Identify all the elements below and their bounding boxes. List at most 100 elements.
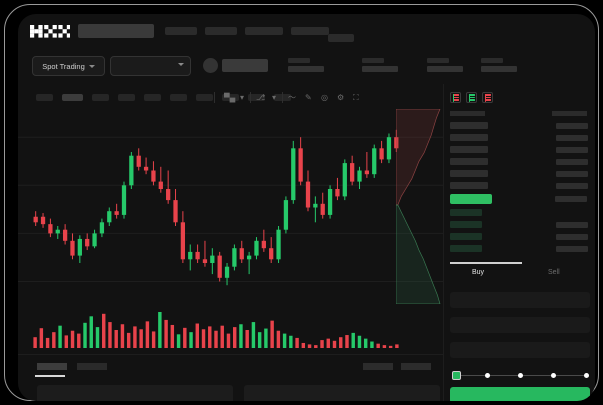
candle-body [276,229,281,260]
timeframe-chip-8[interactable] [248,94,265,101]
timeframe-chip-7[interactable] [222,94,239,101]
settings-icon[interactable]: ⚙ [337,93,345,102]
chart-type-icon[interactable]: ▀▄ [224,93,236,102]
timeframe-chip-3[interactable] [118,94,135,101]
orderbook-ask-row[interactable] [444,134,595,141]
volume-bar [139,329,143,348]
orders-action-1[interactable] [401,363,431,370]
ticker-stat-label [481,58,503,63]
volume-bar [158,312,162,348]
candlestick-series [33,129,399,286]
timeframe-chip-5[interactable] [170,94,187,101]
chevron-down-icon [178,63,184,66]
volume-bar [83,322,87,348]
amount-slider[interactable] [452,371,589,380]
candle-body [254,240,259,256]
orderbook-ask-row[interactable] [444,182,595,189]
indicators-icon[interactable]: ⎇ [256,93,266,102]
orderbook-both-icon[interactable] [450,92,461,103]
nav-item-2[interactable] [205,27,237,35]
tab-open-orders[interactable] [37,363,67,370]
order-form-tabs: Buy Sell [444,262,595,284]
volume-bar [295,337,299,348]
candle-body [298,148,303,182]
orderbook-price [450,134,488,141]
ticker-bar: Spot Trading [18,52,595,84]
pencil-icon[interactable]: ✎ [305,93,312,102]
volume-bar [195,323,200,348]
candle-body [313,203,318,208]
order-book-panel: Buy Sell [443,84,595,401]
fullscreen-icon[interactable]: ⛶ [353,93,359,102]
chart-type-dropdown-icon[interactable]: ▾ [240,93,245,102]
timeframe-chip-0[interactable] [36,94,53,101]
trading-pair-dropdown[interactable] [110,56,191,76]
ticker-stat-3 [481,58,517,72]
orderbook-last-amount [555,196,587,202]
orderbook-ask-row[interactable] [444,146,595,153]
candle-body [269,248,274,260]
slider-handle[interactable] [452,371,461,380]
candle-body [320,203,325,215]
ticker-stat-value [481,66,517,72]
timeframe-chip-4[interactable] [144,94,161,101]
volume-bar [251,322,256,348]
candle-body [85,238,90,247]
line-tool-icon[interactable]: 〜 [288,93,296,102]
orders-action-0[interactable] [363,363,393,370]
market-type-dropdown[interactable]: Spot Trading [32,56,105,76]
orderbook-bid-row[interactable] [444,209,595,216]
timeframe-chip-2[interactable] [92,94,109,101]
orderbook-bid-row[interactable] [444,221,595,228]
candle-body [62,229,68,241]
volume-bar [133,326,137,348]
volume-bar [164,319,168,348]
tab-buy[interactable]: Buy [472,269,485,276]
amount-field[interactable] [450,317,590,333]
orderbook-bid-row[interactable] [444,233,595,240]
price-field[interactable] [450,292,590,308]
orderbook-ask-row[interactable] [444,170,595,177]
total-field[interactable] [450,342,590,358]
timeframe-chip-1[interactable] [62,94,83,101]
nav-item-3[interactable] [245,27,283,35]
candle-body [55,229,60,234]
timeframe-chip-6[interactable] [196,94,213,101]
indicators-dropdown-icon[interactable]: ▾ [272,93,277,102]
slider-step-50[interactable] [518,373,523,378]
orderbook-ask-row[interactable] [444,122,595,129]
volume-bar [382,345,387,348]
nav-item-4[interactable] [291,27,329,35]
slider-step-100[interactable] [583,373,589,378]
candle-body [357,170,362,182]
orderbook-bid-row[interactable] [444,245,595,252]
slider-step-25[interactable] [485,373,491,378]
nav-item-5[interactable] [328,34,354,42]
candle-body [143,166,149,171]
okx-logo-icon[interactable] [30,25,70,38]
price-chart[interactable] [18,107,443,354]
tab-sell[interactable]: Sell [548,269,560,276]
candle-body [217,255,222,278]
volume-bar [77,333,81,348]
place-buy-order-button[interactable] [450,387,590,401]
candle-body [77,238,82,256]
candle-body [202,259,208,263]
volume-bar [239,324,243,348]
tab-order-history[interactable] [77,363,107,370]
search-input[interactable] [78,24,154,38]
candle-body [386,137,392,160]
nav-item-1[interactable] [165,27,197,35]
camera-icon[interactable]: ◎ [321,93,328,102]
candlestick-chart-svg [18,129,443,348]
volume-bar [301,342,306,348]
volume-bar [351,332,355,348]
orderbook-bids-icon[interactable] [466,92,477,103]
volume-bar [64,335,69,348]
candle-body [350,163,355,182]
orderbook-asks-icon[interactable] [482,92,493,103]
slider-step-75[interactable] [550,373,556,378]
volume-bar [52,332,56,348]
ticker-stat-value [288,66,324,72]
orderbook-ask-row[interactable] [444,158,595,165]
